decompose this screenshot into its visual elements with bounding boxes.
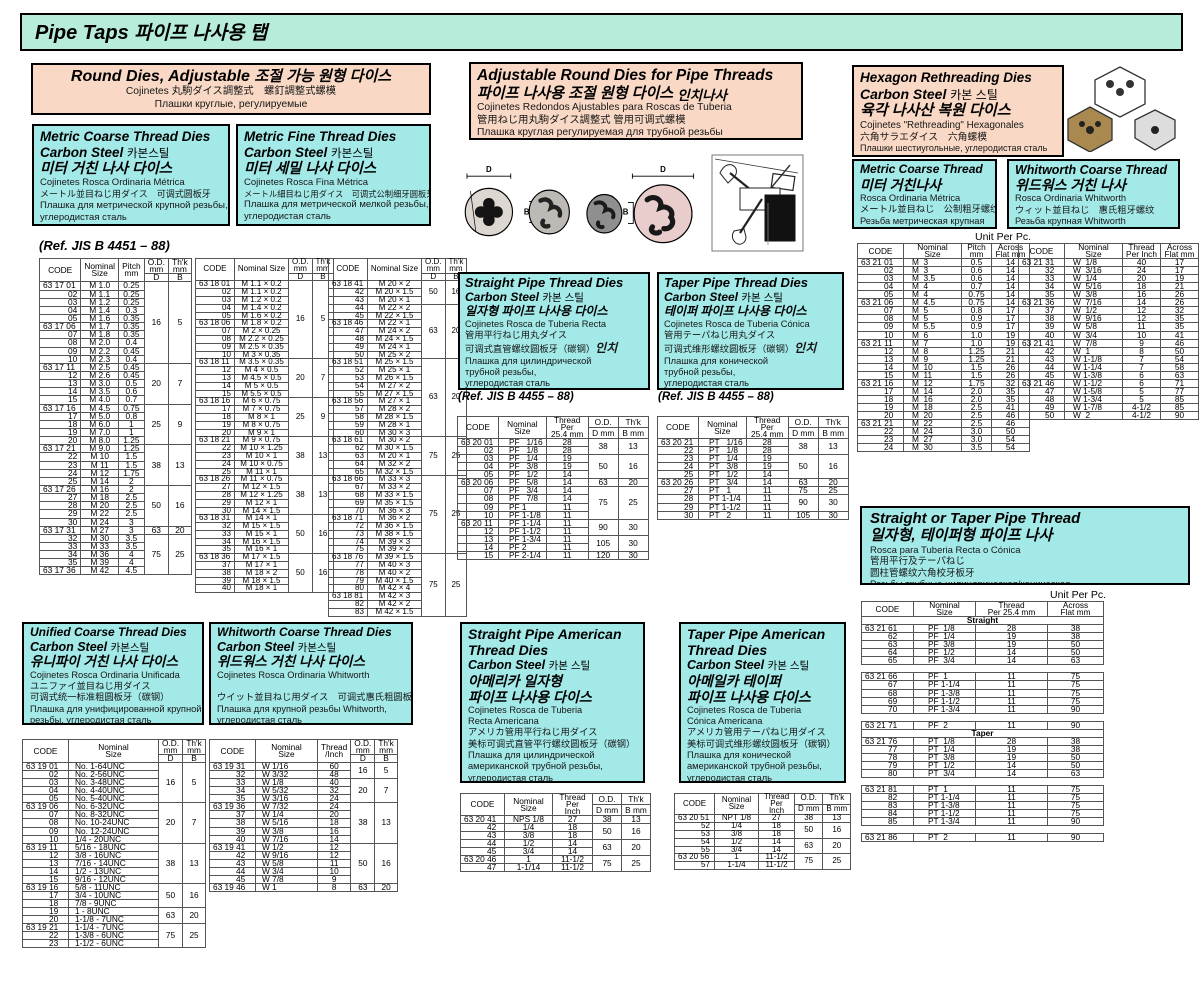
svg-text:D: D	[660, 165, 666, 174]
svg-text:D: D	[486, 165, 492, 174]
svg-text:B: B	[623, 208, 629, 217]
